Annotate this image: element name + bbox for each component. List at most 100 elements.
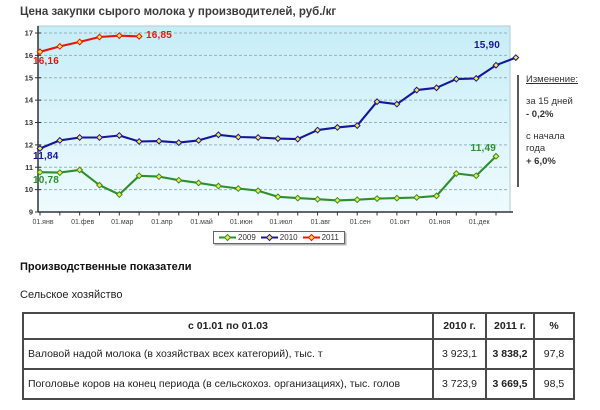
label-2010-start: 11,84 xyxy=(33,151,59,162)
legend-item-2010: 2010 xyxy=(260,233,298,242)
x-tick-label: 01.июл xyxy=(269,219,292,226)
marker-2009 xyxy=(135,172,143,180)
y-tick-label: 12 xyxy=(25,140,33,149)
table-header-row: с 01.01 по 01.03 2010 г. 2011 г. % xyxy=(23,313,574,339)
legend-line-icon xyxy=(260,233,278,242)
marker-2009 xyxy=(393,194,401,202)
header-2011: 2011 г. xyxy=(486,313,534,339)
marker-2010 xyxy=(492,61,500,69)
milk-yield-2011: 3 838,2 xyxy=(486,339,534,369)
cow-stock-pct: 98,5 xyxy=(534,369,574,399)
header-period: с 01.01 по 01.03 xyxy=(23,313,433,339)
legend-item-2009: 2009 xyxy=(219,233,256,242)
marker-2010 xyxy=(195,136,203,144)
y-tick-label: 9 xyxy=(29,208,33,217)
marker-2009 xyxy=(353,196,361,204)
marker-2010 xyxy=(333,123,341,131)
marker-2009 xyxy=(472,172,480,180)
change-15days-label: за 15 дней xyxy=(526,96,573,108)
label-2011-end: 16,85 xyxy=(146,30,173,41)
price-chart: 9 10 11 12 13 14 15 16 17 01.янв 01.фев 01.мар 01.ап… xyxy=(25,25,520,226)
marker-2011 xyxy=(95,33,103,41)
marker-2010 xyxy=(95,133,103,141)
marker-2009 xyxy=(234,184,242,193)
y-tick-label: 16 xyxy=(25,51,33,60)
plot-area xyxy=(37,25,511,213)
change-15days-value: - 0,2% xyxy=(526,108,554,120)
marker-2010 xyxy=(155,137,163,145)
legend-line-icon xyxy=(302,233,320,242)
marker-2010 xyxy=(452,75,460,83)
y-tick-label: 14 xyxy=(25,96,34,105)
marker-2009 xyxy=(155,173,163,181)
marker-2009 xyxy=(452,170,460,178)
marker-2009 xyxy=(274,193,282,201)
indicator-cow-stock: Поголовье коров на конец периода (в сель… xyxy=(23,369,433,399)
marker-2009 xyxy=(373,195,381,203)
marker-2009 xyxy=(56,169,64,177)
marker-2010 xyxy=(76,133,84,141)
marker-2010 xyxy=(214,131,222,139)
x-tick-label: 01.сен xyxy=(350,219,371,226)
production-heading: Производственные показатели xyxy=(20,261,192,273)
marker-2009 xyxy=(36,168,44,176)
y-tick-label: 17 xyxy=(25,29,33,38)
y-tick-label: 13 xyxy=(25,118,33,127)
marker-2009 xyxy=(492,152,500,160)
change-ytd-value: + 6,0% xyxy=(526,155,556,167)
marker-2010 xyxy=(512,54,520,62)
marker-2010 xyxy=(373,98,381,106)
marker-2009 xyxy=(175,176,183,184)
panel-divider xyxy=(517,75,519,187)
x-tick-label: 01.май xyxy=(190,218,212,226)
marker-2010 xyxy=(353,122,361,130)
marker-2010 xyxy=(314,126,322,134)
marker-2010 xyxy=(433,84,441,92)
x-tick-label: 01.авг xyxy=(311,219,331,226)
marker-2009 xyxy=(294,194,302,202)
marker-2009 xyxy=(76,166,84,174)
marker-2009 xyxy=(195,179,203,187)
marker-2011 xyxy=(135,32,143,40)
marker-2010 xyxy=(36,144,44,152)
header-percent: % xyxy=(534,313,574,339)
label-2009-end: 11,49 xyxy=(470,143,496,154)
label-2009-start: 10,78 xyxy=(33,175,60,186)
marker-2009 xyxy=(314,195,322,203)
marker-2010 xyxy=(135,138,143,146)
change-15days: за 15 дней - 0,2% xyxy=(526,96,578,121)
production-table: с 01.01 по 01.03 2010 г. 2011 г. % Валов… xyxy=(22,312,575,400)
marker-2010 xyxy=(274,135,282,143)
milk-yield-pct: 97,8 xyxy=(534,339,574,369)
label-2010-end: 15,90 xyxy=(473,40,500,51)
x-tick-label: 01.дек xyxy=(469,219,491,226)
marker-2010 xyxy=(472,74,480,82)
marker-2010 xyxy=(413,86,421,94)
cow-stock-2010: 3 723,9 xyxy=(433,369,486,399)
x-tick-label: 01.июн xyxy=(230,219,253,226)
marker-2009 xyxy=(115,191,123,199)
change-ytd: с начала года + 6,0% xyxy=(526,131,578,168)
marker-2009 xyxy=(433,192,441,200)
label-2011-start: 16,16 xyxy=(33,56,60,67)
marker-2010 xyxy=(254,133,262,141)
marker-2010 xyxy=(234,133,242,141)
cow-stock-2011: 3 669,5 xyxy=(486,369,534,399)
marker-2011 xyxy=(56,42,64,50)
marker-2010 xyxy=(115,131,123,139)
marker-2010 xyxy=(175,139,183,147)
y-tick-label: 11 xyxy=(25,163,33,172)
x-tick-label: 01.окт xyxy=(390,219,411,226)
milk-yield-2010: 3 923,1 xyxy=(433,339,486,369)
x-tick-label: 01.мар xyxy=(111,219,133,226)
marker-2010 xyxy=(294,135,302,143)
table-row: Поголовье коров на конец периода (в сель… xyxy=(23,369,574,399)
change-ytd-label: с начала года xyxy=(526,131,565,155)
x-tick-label: 01.янв xyxy=(32,219,53,226)
y-tick-label: 15 xyxy=(25,73,33,82)
legend-item-2011: 2011 xyxy=(302,233,339,242)
x-tick-label: 01.ноя xyxy=(429,219,450,226)
marker-2009 xyxy=(413,193,421,201)
marker-2011 xyxy=(115,32,123,40)
